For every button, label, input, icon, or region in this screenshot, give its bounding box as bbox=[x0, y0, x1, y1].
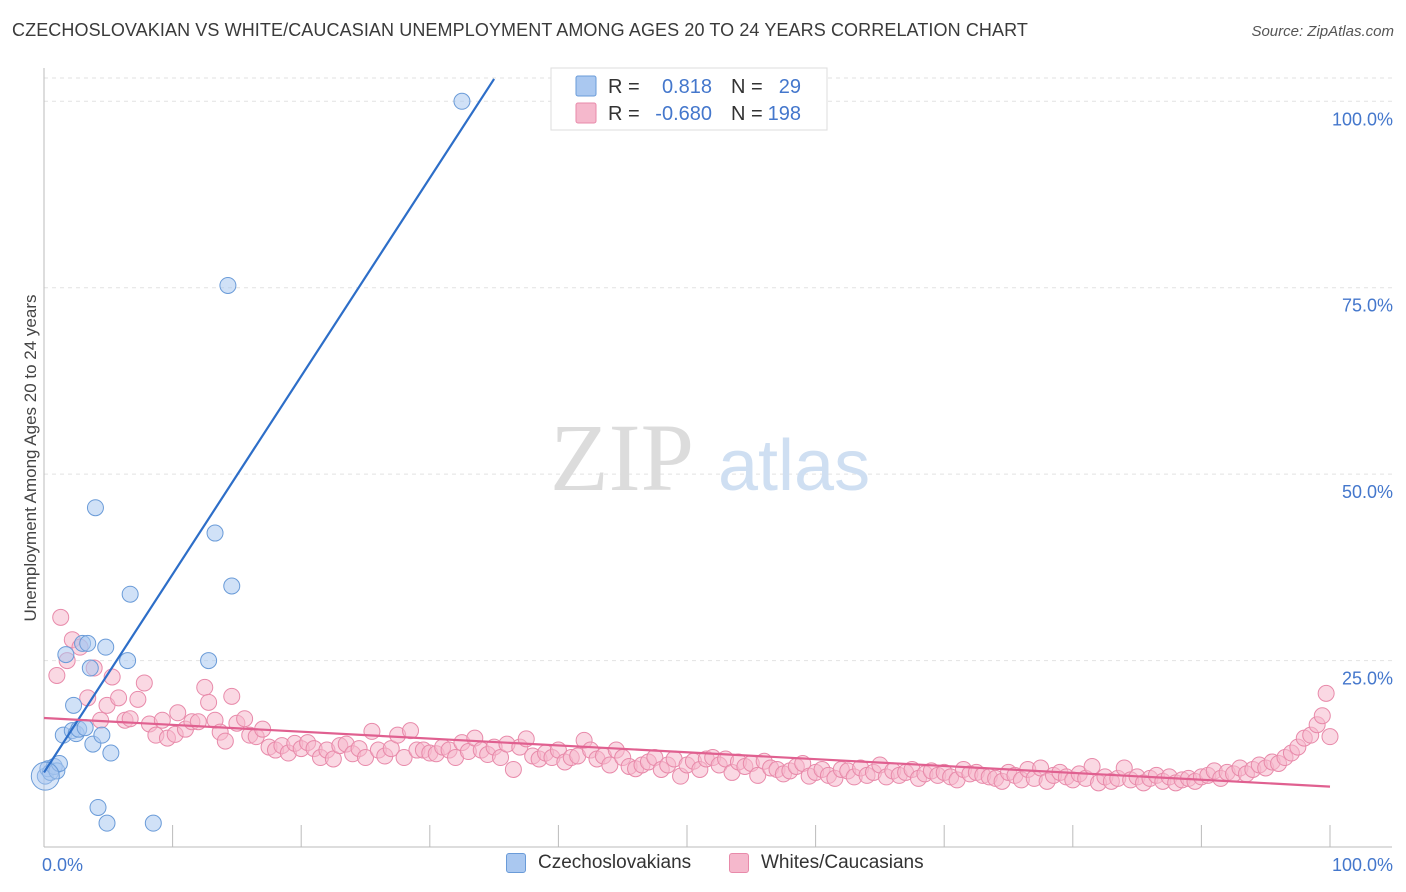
whites-point-73 bbox=[504, 760, 522, 778]
legend-r-label-1: R = bbox=[608, 76, 640, 98]
tick-labels: 25.0% 50.0% 75.0% 100.0% 0.0% 100.0% bbox=[42, 109, 1393, 875]
bottom-legend: Czechoslovakians Whites/Caucasians bbox=[0, 852, 1406, 880]
whites-point-56 bbox=[395, 749, 413, 767]
whites-point-57 bbox=[402, 722, 420, 740]
bottom-legend-swatch-blue bbox=[506, 853, 526, 873]
y-tick-label-100: 100.0% bbox=[1332, 109, 1393, 129]
whites-trend-line bbox=[43, 716, 1331, 788]
whites-point-24 bbox=[196, 678, 214, 696]
y-tick-label-25: 25.0% bbox=[1342, 669, 1393, 689]
whites-point-28 bbox=[216, 732, 234, 750]
whites-point-200 bbox=[1317, 684, 1335, 702]
czech-point-24 bbox=[121, 585, 139, 603]
legend-r-value-1: 0.818 bbox=[662, 76, 712, 98]
bottom-legend-label-whites: Whites/Caucasians bbox=[761, 852, 924, 873]
czech-point-26 bbox=[200, 652, 218, 670]
whites-point-20 bbox=[169, 704, 187, 722]
bottom-legend-item-whites: Whites/Caucasians bbox=[729, 852, 924, 874]
whites-point-25 bbox=[200, 693, 218, 711]
czech-point-28 bbox=[219, 276, 237, 294]
axes bbox=[43, 68, 1392, 848]
czech-point-cluster bbox=[30, 761, 60, 791]
whites-point-31 bbox=[236, 710, 254, 728]
watermark-zip: ZIP bbox=[550, 404, 694, 511]
whites-point-10 bbox=[110, 689, 128, 707]
legend-n-label-1: N = bbox=[731, 76, 763, 98]
whites-point-51 bbox=[363, 722, 381, 740]
whites-point-1 bbox=[52, 608, 70, 626]
legend-r-value-2: -0.680 bbox=[655, 103, 712, 125]
czech-point-20 bbox=[97, 638, 115, 656]
chart-title: CZECHOSLOVAKIAN VS WHITE/CAUCASIAN UNEMP… bbox=[12, 20, 1029, 40]
y-tick-label-75: 75.0% bbox=[1342, 296, 1393, 316]
whites-point-163 bbox=[1083, 757, 1101, 775]
czech-point-25 bbox=[144, 814, 162, 832]
czech-point-17 bbox=[86, 499, 104, 517]
czech-point-21 bbox=[98, 814, 116, 832]
whites-point-111 bbox=[749, 766, 767, 784]
czech-point-14 bbox=[79, 634, 97, 652]
czech-trend-line bbox=[43, 78, 496, 774]
bottom-legend-swatch-pink bbox=[729, 853, 749, 873]
legend: R = 0.818 N = 29 R = -0.680 N = 198 bbox=[550, 67, 828, 131]
x-tick-label-0: 0.0% bbox=[42, 855, 83, 875]
czech-point-7 bbox=[57, 646, 75, 664]
bottom-legend-item-czech: Czechoslovakians bbox=[506, 852, 691, 874]
whites-point-14 bbox=[135, 674, 153, 692]
czech-point-22 bbox=[102, 744, 120, 762]
czech-point-18 bbox=[89, 798, 107, 816]
whites-point-13 bbox=[129, 690, 147, 708]
legend-n-value-1: 29 bbox=[779, 76, 801, 98]
whites-point-201 bbox=[1321, 728, 1339, 746]
whites-point-199 bbox=[1313, 707, 1331, 725]
legend-box bbox=[550, 67, 828, 131]
whites-point-88 bbox=[601, 756, 619, 774]
czech-point-13 bbox=[76, 719, 94, 737]
czech-point-27 bbox=[206, 524, 224, 542]
whites-point-29 bbox=[223, 687, 241, 705]
czech-point-9 bbox=[65, 696, 83, 714]
grid-lines bbox=[44, 77, 1392, 662]
czech-point-23 bbox=[119, 652, 137, 670]
czech-point-30 bbox=[453, 92, 471, 110]
y-axis-label: Unemployment Among Ages 20 to 24 years bbox=[21, 295, 40, 622]
bottom-legend-label-czech: Czechoslovakians bbox=[538, 852, 692, 873]
watermark-atlas: atlas bbox=[718, 426, 870, 506]
y-tick-label-50: 50.0% bbox=[1342, 482, 1393, 502]
legend-swatch-pink bbox=[575, 102, 597, 124]
legend-r-label-2: R = bbox=[608, 103, 640, 125]
watermark: ZIP atlas bbox=[550, 404, 870, 511]
legend-swatch-blue bbox=[575, 75, 597, 97]
x-tick-label-100: 100.0% bbox=[1332, 855, 1393, 875]
whites-point-17 bbox=[153, 711, 171, 729]
czech-point-15 bbox=[81, 659, 99, 677]
legend-n-label-2: N = bbox=[731, 103, 763, 125]
whites-point-0 bbox=[48, 666, 66, 684]
czech-point-29 bbox=[223, 577, 241, 595]
series-whites-points bbox=[48, 608, 1339, 792]
whites-point-12 bbox=[121, 710, 139, 728]
whites-point-50 bbox=[357, 749, 374, 767]
legend-n-value-2: 198 bbox=[768, 103, 801, 125]
trend-lines bbox=[43, 78, 1331, 788]
czech-point-19 bbox=[93, 726, 111, 744]
source-label: Source: ZipAtlas.com bbox=[1251, 23, 1394, 40]
